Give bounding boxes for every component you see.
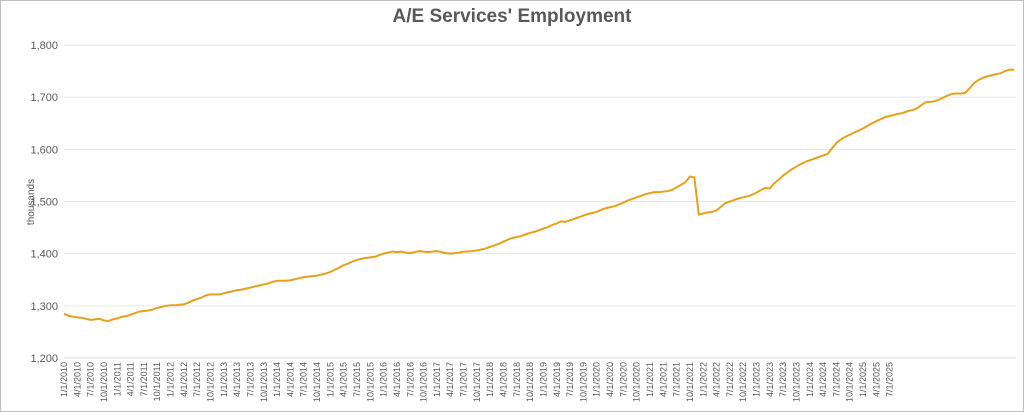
x-tick-label: 7/1/2017 <box>459 362 469 397</box>
x-tick-label: 1/1/2014 <box>272 362 282 397</box>
x-tick-label: 7/1/2012 <box>192 362 202 397</box>
x-tick-label: 10/1/2021 <box>685 362 695 402</box>
x-tick-label: 10/1/2018 <box>525 362 535 402</box>
x-tick-label: 10/1/2024 <box>845 362 855 402</box>
series-group <box>63 68 1015 322</box>
x-tick-label: 1/1/2022 <box>698 362 708 397</box>
x-tick-label: 7/1/2021 <box>672 362 682 397</box>
x-tick-label: 7/1/2020 <box>618 362 628 397</box>
x-axis-ticks: 1/1/2010 4/1/2010 7/1/2010 10/1/2010 1/1/201… <box>59 362 895 402</box>
x-tick-label: 1/1/2016 <box>379 362 389 397</box>
x-tick-label: 7/1/2010 <box>86 362 96 397</box>
y-tick-label: 1,300 <box>30 301 58 313</box>
x-tick-label: 4/1/2024 <box>818 362 828 397</box>
x-tick-label: 10/1/2013 <box>259 362 269 402</box>
x-tick-label: 4/1/2015 <box>339 362 349 397</box>
x-tick-label: 4/1/2023 <box>765 362 775 397</box>
x-tick-label: 7/1/2011 <box>139 362 149 396</box>
x-tick-label: 7/1/2019 <box>565 362 575 397</box>
x-tick-label: 4/1/2010 <box>72 362 82 397</box>
x-tick-label: 4/1/2018 <box>498 362 508 397</box>
x-tick-label: 1/1/2019 <box>538 362 548 397</box>
y-tick-label: 1,500 <box>30 197 58 209</box>
gridlines <box>64 44 1016 359</box>
y-tick-label: 1,400 <box>30 249 58 261</box>
x-tick-label: 10/1/2023 <box>791 362 801 402</box>
y-tick-label: 1,200 <box>30 353 58 365</box>
x-tick-label: 1/1/2018 <box>485 362 495 397</box>
x-tick-label: 4/1/2022 <box>712 362 722 397</box>
y-tick-label: 1,800 <box>30 40 58 52</box>
x-tick-label: 7/1/2015 <box>352 362 362 397</box>
x-tick-label: 4/1/2025 <box>871 362 881 397</box>
x-tick-label: 4/1/2013 <box>232 362 242 397</box>
y-tick-label: 1,700 <box>30 92 58 104</box>
chart-title: A/E Services' Employment <box>392 6 632 27</box>
x-tick-label: 10/1/2017 <box>472 362 482 402</box>
x-tick-label: 1/1/2012 <box>166 362 176 397</box>
x-tick-label: 7/1/2018 <box>512 362 522 397</box>
x-tick-label: 7/1/2023 <box>778 362 788 397</box>
x-tick-label: 10/1/2014 <box>312 362 322 402</box>
x-tick-label: 10/1/2011 <box>152 362 162 401</box>
x-tick-label: 4/1/2017 <box>445 362 455 397</box>
x-tick-label: 10/1/2010 <box>99 362 109 402</box>
y-axis-ticks: 1,200 1,300 1,400 1,500 1,600 1,700 1,800 <box>30 40 58 365</box>
x-tick-label: 7/1/2013 <box>245 362 255 397</box>
y-tick-label: 1,600 <box>30 144 58 156</box>
x-tick-label: 1/1/2011 <box>112 362 122 396</box>
x-tick-label: 1/1/2017 <box>432 362 442 397</box>
x-tick-label: 10/1/2020 <box>632 362 642 402</box>
x-tick-label: 10/1/2016 <box>419 362 429 402</box>
x-tick-label: 10/1/2022 <box>738 362 748 402</box>
series-line-employment <box>63 68 1015 322</box>
x-tick-label: 1/1/2024 <box>805 362 815 397</box>
x-tick-label: 4/1/2020 <box>605 362 615 397</box>
x-tick-label: 4/1/2011 <box>126 362 136 396</box>
x-tick-label: 4/1/2021 <box>658 362 668 397</box>
x-tick-label: 7/1/2024 <box>831 362 841 397</box>
y-axis-label: thousands <box>26 179 37 225</box>
x-tick-label: 1/1/2020 <box>592 362 602 397</box>
x-tick-label: 4/1/2012 <box>179 362 189 397</box>
x-tick-label: 10/1/2015 <box>365 362 375 402</box>
x-tick-label: 4/1/2016 <box>392 362 402 397</box>
x-tick-label: 10/1/2012 <box>205 362 215 402</box>
x-tick-label: 1/1/2010 <box>59 362 69 397</box>
x-tick-label: 4/1/2014 <box>285 362 295 397</box>
x-tick-label: 1/1/2013 <box>219 362 229 397</box>
x-tick-label: 1/1/2025 <box>858 362 868 397</box>
x-tick-label: 1/1/2015 <box>325 362 335 397</box>
x-tick-label: 7/1/2025 <box>885 362 895 397</box>
x-tick-label: 1/1/2021 <box>645 362 655 397</box>
x-tick-label: 1/1/2023 <box>752 362 762 397</box>
x-tick-label: 7/1/2016 <box>405 362 415 397</box>
x-tick-label: 7/1/2014 <box>299 362 309 397</box>
x-tick-label: 7/1/2022 <box>725 362 735 397</box>
x-tick-label: 4/1/2019 <box>552 362 562 397</box>
x-tick-label: 10/1/2019 <box>578 362 588 402</box>
